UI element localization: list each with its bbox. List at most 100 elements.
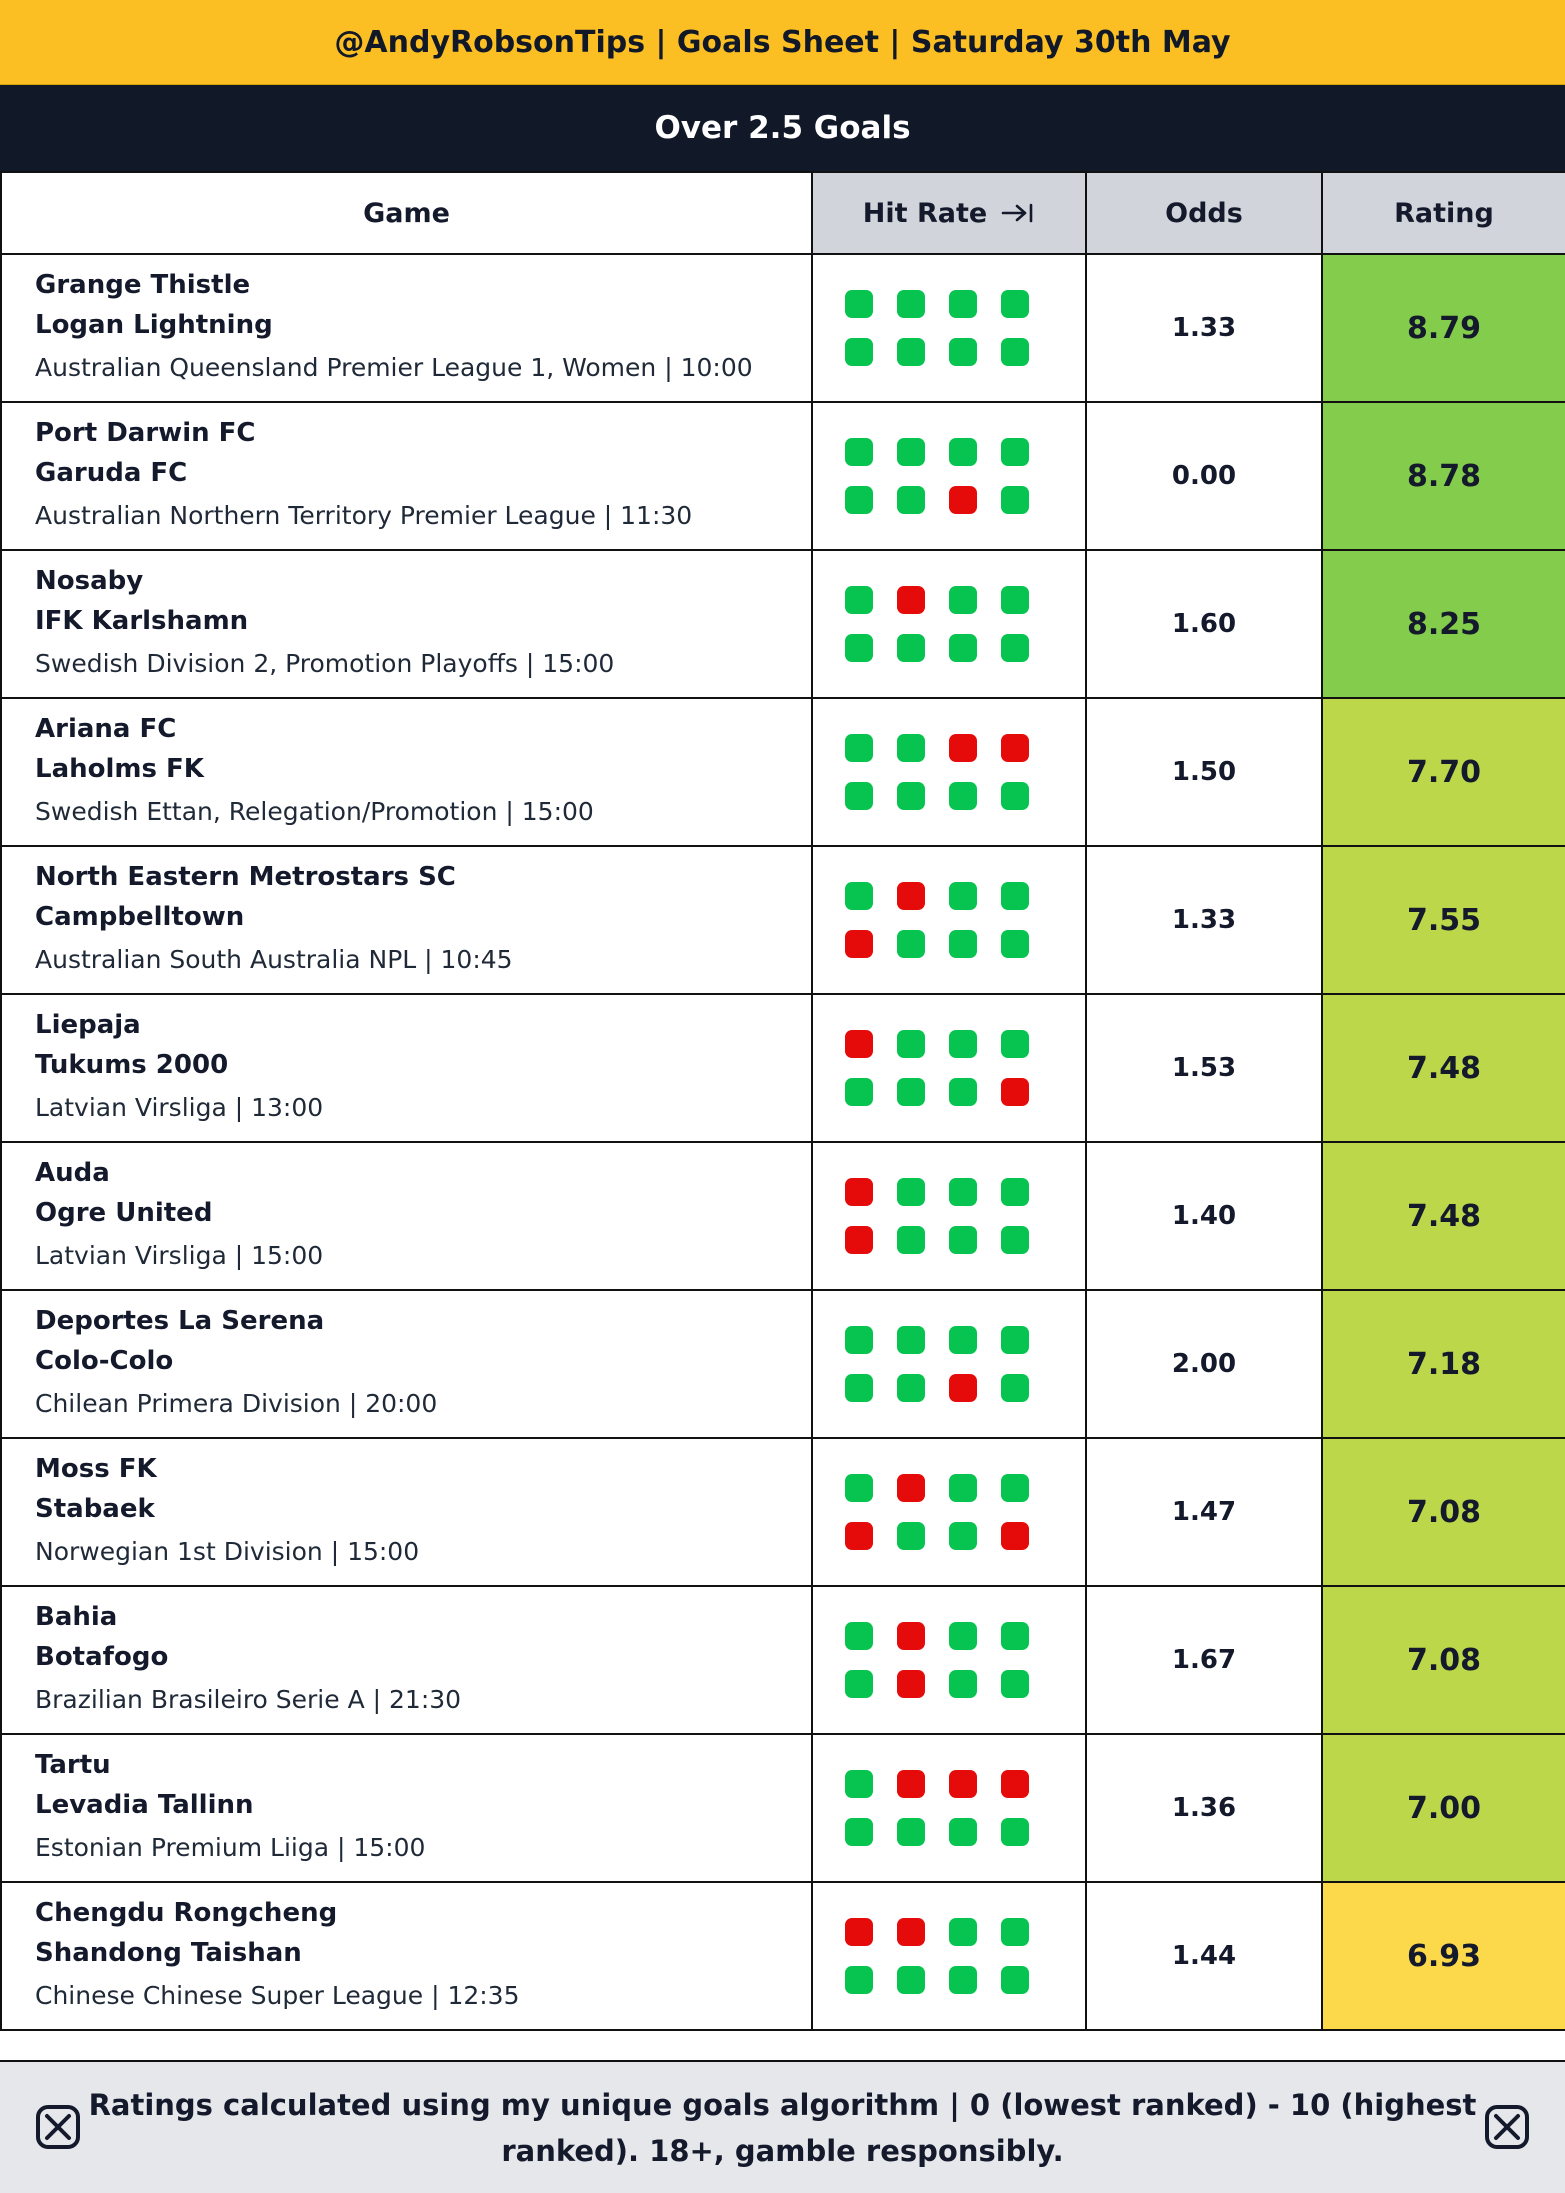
rating-value: 7.48	[1321, 993, 1565, 1143]
miss-dot	[897, 1474, 925, 1502]
hit-dot	[845, 1966, 873, 1994]
rating-value: 7.48	[1321, 1141, 1565, 1291]
tips-table: Game Hit Rate Odds Rating	[0, 171, 1565, 2031]
hit-dot	[949, 1078, 977, 1106]
hit-dot	[949, 438, 977, 466]
hit-dot	[1001, 930, 1029, 958]
odds-value: 1.50	[1085, 697, 1323, 847]
odds-value: 1.40	[1085, 1141, 1323, 1291]
hit-dot	[897, 486, 925, 514]
miss-dot	[845, 1178, 873, 1206]
hit-dot	[845, 1326, 873, 1354]
odds-value: 1.60	[1085, 549, 1323, 699]
game-cell: Nosaby IFK Karlshamn Swedish Division 2, P…	[0, 549, 813, 699]
odds-value: 1.53	[1085, 993, 1323, 1143]
match-info: Brazilian Brasileiro Serie A | 21:30	[35, 1685, 462, 1714]
rating-value: 7.08	[1321, 1437, 1565, 1587]
miss-dot	[845, 930, 873, 958]
rating-value: 7.70	[1321, 697, 1565, 847]
hit-dot	[949, 1918, 977, 1946]
miss-dot	[1001, 1522, 1029, 1550]
hit-rate-label: Hit Rate	[862, 197, 988, 229]
game-cell: Liepaja Tukums 2000 Latvian Virsliga | 13:…	[0, 993, 813, 1143]
home-team: Port Darwin FC	[35, 418, 256, 448]
miss-dot	[897, 1918, 925, 1946]
table-row: Auda Ogre United Latvian Virsliga | 15:00 1…	[0, 1141, 1565, 1291]
hit-dot	[949, 634, 977, 662]
table-row: Grange Thistle Logan Lightning Australian …	[0, 253, 1565, 403]
hit-rate-cell	[811, 1437, 1087, 1587]
hit-rate-dot-row	[845, 1030, 1085, 1058]
away-team: Shandong Taishan	[35, 1938, 302, 1968]
hit-dot	[845, 1770, 873, 1798]
match-info: Australian Northern Territory Premier Le…	[35, 501, 693, 530]
hit-dot	[897, 338, 925, 366]
hit-dot	[845, 782, 873, 810]
hit-dot	[1001, 1374, 1029, 1402]
table-row: Nosaby IFK Karlshamn Swedish Division 2, P…	[0, 549, 1565, 699]
hit-dot	[1001, 486, 1029, 514]
hit-dot	[897, 1078, 925, 1106]
hit-rate-dot-row	[845, 1374, 1085, 1402]
odds-value: 0.00	[1085, 401, 1323, 551]
hit-dot	[1001, 1226, 1029, 1254]
hit-dot	[1001, 438, 1029, 466]
away-team: Garuda FC	[35, 458, 188, 488]
column-header-hit-rate[interactable]: Hit Rate	[811, 171, 1087, 255]
hit-rate-cell	[811, 549, 1087, 699]
hit-rate-dot-row	[845, 1226, 1085, 1254]
hit-rate-dot-row	[845, 1326, 1085, 1354]
hit-rate-cell	[811, 1881, 1087, 2031]
hit-rate-dot-row	[845, 290, 1085, 318]
column-header-rating: Rating	[1321, 171, 1565, 255]
game-cell: Grange Thistle Logan Lightning Australian …	[0, 253, 813, 403]
hit-rate-dot-row	[845, 338, 1085, 366]
hit-rate-dot-row	[845, 1522, 1085, 1550]
hit-rate-cell	[811, 697, 1087, 847]
hit-rate-dot-row	[845, 1474, 1085, 1502]
x-logo-icon	[1482, 2102, 1532, 2152]
home-team: Deportes La Serena	[35, 1306, 325, 1336]
away-team: Campbelltown	[35, 902, 245, 932]
hit-dot	[949, 1226, 977, 1254]
match-info: Chilean Primera Division | 20:00	[35, 1389, 438, 1418]
rating-value: 8.79	[1321, 253, 1565, 403]
hit-rate-dot-row	[845, 930, 1085, 958]
home-team: Liepaja	[35, 1010, 141, 1040]
hit-dot	[949, 586, 977, 614]
hit-dot	[949, 1818, 977, 1846]
table-row: Ariana FC Laholms FK Swedish Ettan, Relega…	[0, 697, 1565, 847]
hit-dot	[845, 734, 873, 762]
odds-value: 1.36	[1085, 1733, 1323, 1883]
x-logo-icon	[33, 2102, 83, 2152]
away-team: Ogre United	[35, 1198, 213, 1228]
hit-dot	[1001, 290, 1029, 318]
hit-dot	[949, 782, 977, 810]
hit-rate-cell	[811, 1289, 1087, 1439]
hit-dot	[845, 338, 873, 366]
hit-dot	[1001, 1326, 1029, 1354]
home-team: Moss FK	[35, 1454, 157, 1484]
home-team: Chengdu Rongcheng	[35, 1898, 338, 1928]
hit-rate-dot-row	[845, 1078, 1085, 1106]
market-title: Over 2.5 Goals	[0, 85, 1565, 171]
game-cell: Auda Ogre United Latvian Virsliga | 15:00	[0, 1141, 813, 1291]
rating-value: 7.55	[1321, 845, 1565, 995]
hit-rate-dot-row	[845, 486, 1085, 514]
column-header-odds: Odds	[1085, 171, 1323, 255]
miss-dot	[1001, 1078, 1029, 1106]
hit-rate-cell	[811, 993, 1087, 1143]
miss-dot	[845, 1030, 873, 1058]
hit-rate-cell	[811, 1585, 1087, 1735]
miss-dot	[1001, 1770, 1029, 1798]
home-team: North Eastern Metrostars SC	[35, 862, 456, 892]
miss-dot	[897, 1622, 925, 1650]
hit-dot	[897, 1818, 925, 1846]
hit-dot	[845, 1670, 873, 1698]
table-row: Deportes La Serena Colo-Colo Chilean Prime…	[0, 1289, 1565, 1439]
hit-dot	[1001, 1818, 1029, 1846]
odds-value: 1.67	[1085, 1585, 1323, 1735]
odds-value: 1.33	[1085, 845, 1323, 995]
hit-dot	[897, 1178, 925, 1206]
hit-dot	[897, 290, 925, 318]
